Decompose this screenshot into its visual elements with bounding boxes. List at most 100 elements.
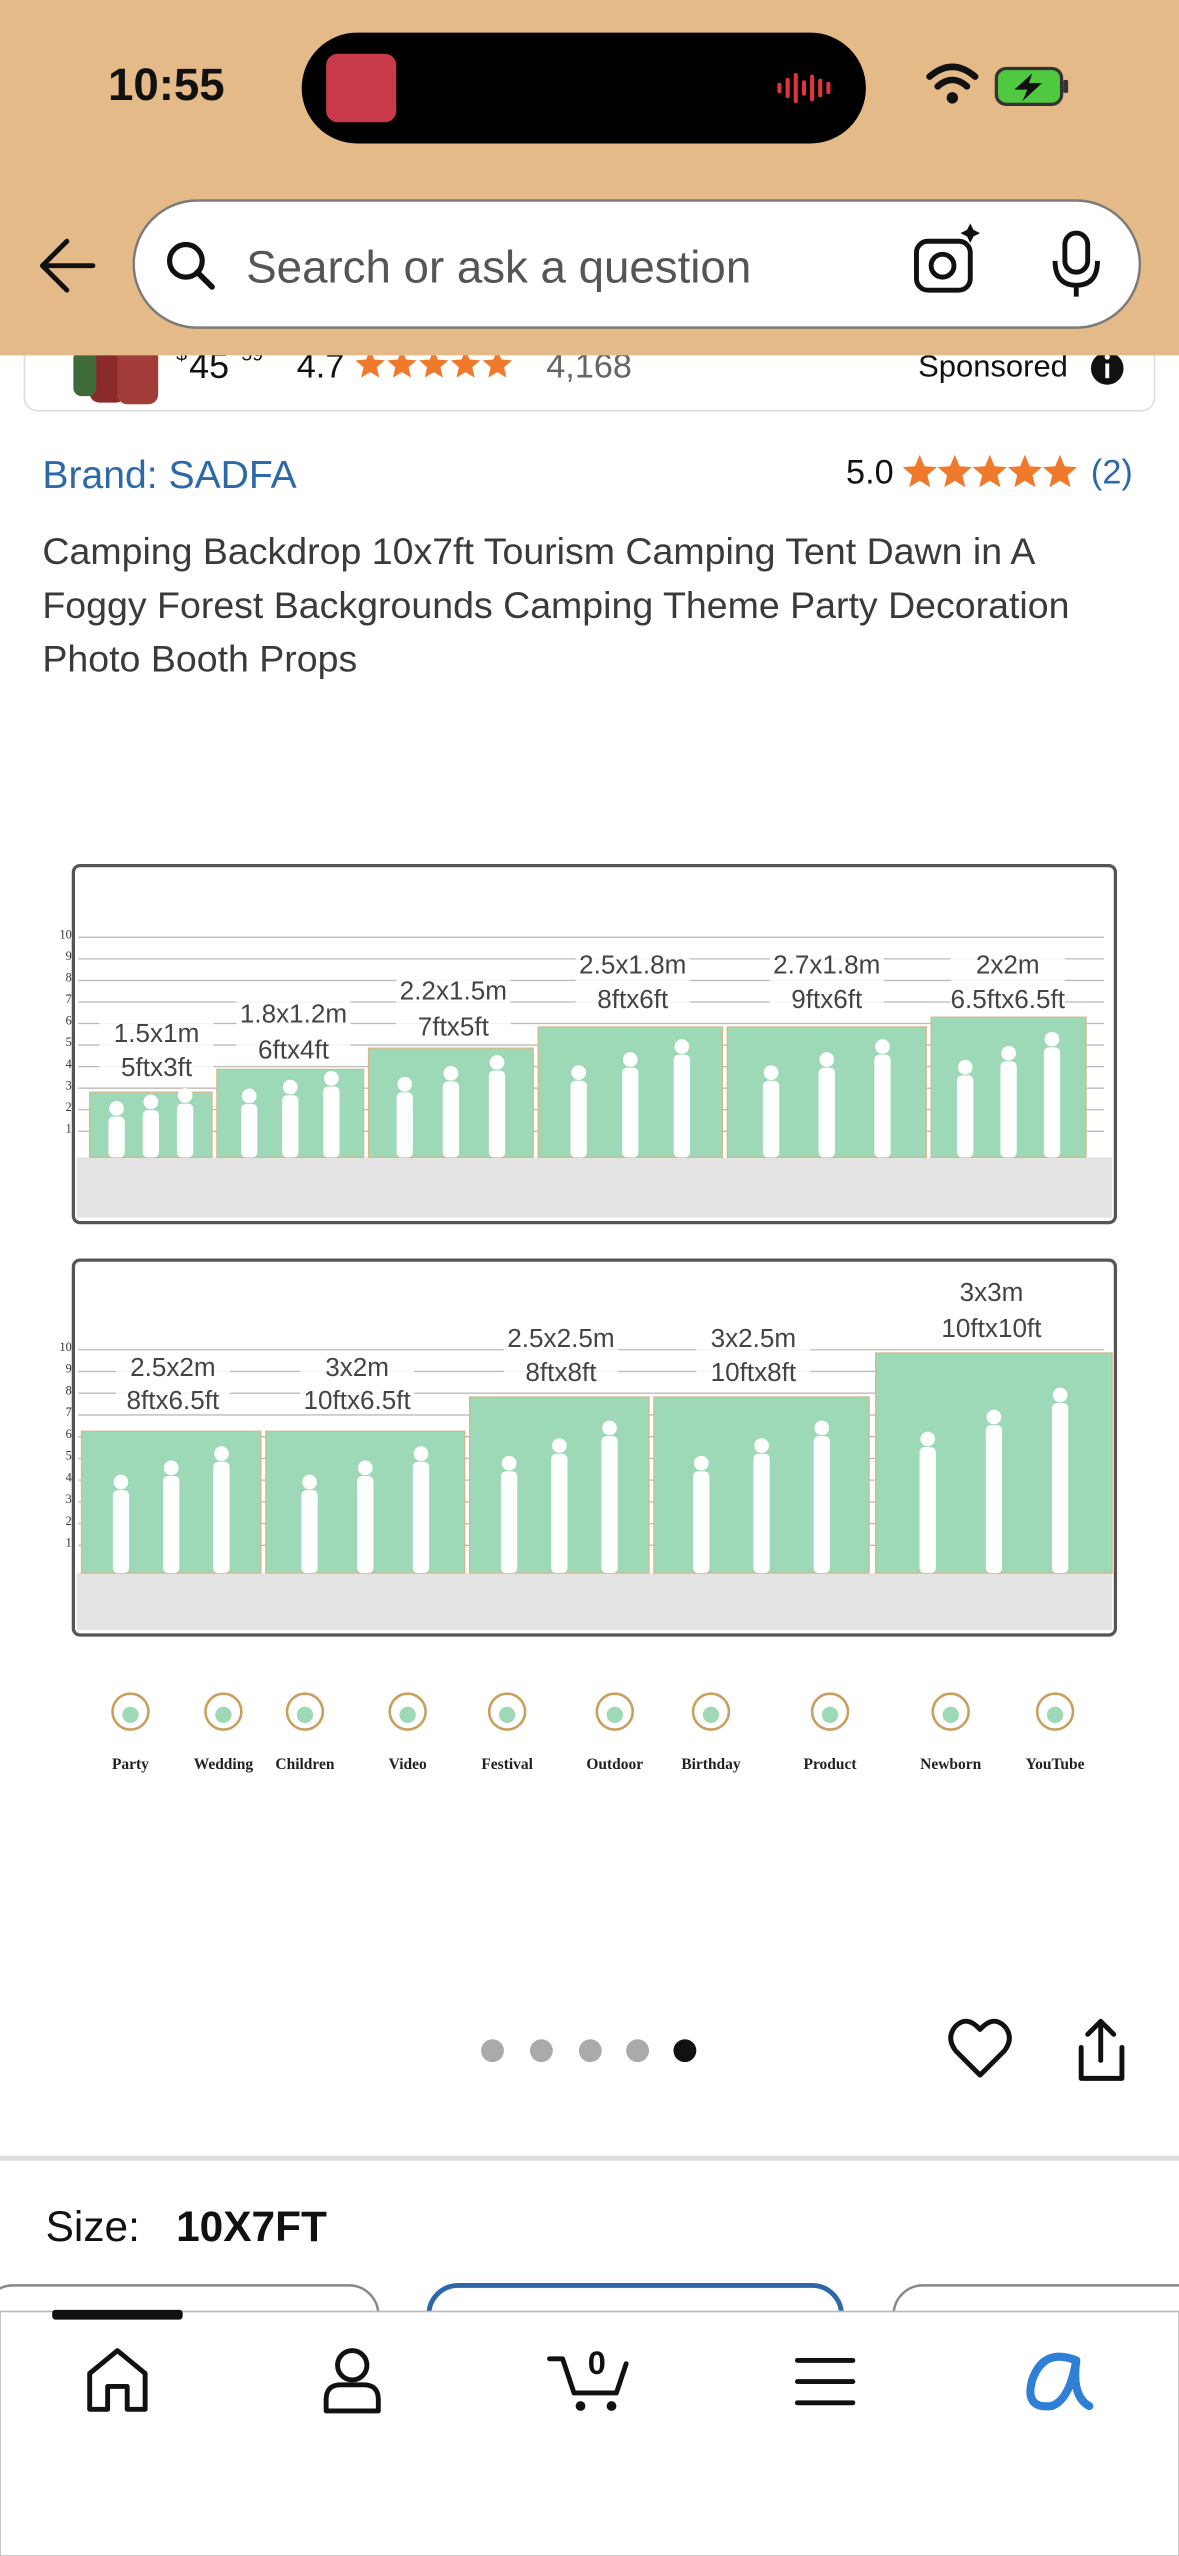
- label-bg: [236, 1000, 351, 1060]
- wishlist-button[interactable]: [948, 2018, 1012, 2078]
- silhouette: [442, 1081, 460, 1158]
- use-icon: [595, 1692, 635, 1731]
- use-icon: [285, 1692, 325, 1731]
- silhouette: [762, 1080, 780, 1158]
- use-icon: [691, 1692, 731, 1731]
- status-time: 10:55: [108, 59, 225, 110]
- silhouette: [396, 1092, 413, 1158]
- size-imperial: 8ftx8ft: [525, 1357, 597, 1387]
- ruler-number: 6: [66, 1014, 72, 1028]
- silhouette: [176, 1103, 194, 1158]
- silhouette: [112, 1490, 130, 1574]
- label-bg: [575, 951, 690, 1011]
- bottom-nav: 0: [0, 2309, 1179, 2556]
- ruler-number: 4: [66, 1057, 72, 1071]
- nav-account[interactable]: [323, 2382, 381, 2414]
- silhouette: [323, 1086, 340, 1158]
- silhouette: [113, 1474, 129, 1490]
- use-icon: [122, 1706, 139, 1724]
- back-button[interactable]: [39, 238, 96, 293]
- thumbnail: [73, 350, 97, 397]
- use-case: Product: [804, 1692, 857, 1773]
- product-rating[interactable]: 5.0 (2): [846, 453, 1133, 491]
- silhouette: [919, 1447, 936, 1574]
- ruler-number: 4: [66, 1470, 72, 1484]
- silhouette: [957, 1075, 974, 1158]
- review-count: (2): [1091, 453, 1133, 491]
- star-icon: [419, 349, 449, 378]
- brand-link[interactable]: Brand: SADFA: [42, 454, 297, 497]
- silhouette: [1000, 1061, 1017, 1158]
- size-panel: 1 2 3 4 5 6 7 8 9 10 1.5x1m 5ftx3ft 1.8x1.2m 6ftx4ft 2…: [60, 863, 1118, 1225]
- carousel-dot[interactable]: [673, 2039, 697, 2063]
- label-bg: [300, 1354, 415, 1414]
- use-label: Video: [389, 1756, 427, 1773]
- carousel-dot[interactable]: [578, 2039, 602, 2063]
- rating-value: 5.0: [846, 453, 894, 491]
- nav-cart-wheel: [575, 2401, 586, 2411]
- use-case: Newborn: [920, 1692, 982, 1773]
- search-placeholder: Search or ask a question: [246, 242, 751, 293]
- star-icon: [482, 349, 513, 378]
- silhouette: [177, 1088, 193, 1103]
- silhouette: [413, 1446, 429, 1461]
- silhouette: [282, 1095, 299, 1158]
- size-imperial: 8ftx6.5ft: [126, 1385, 220, 1415]
- use-icon: [204, 1692, 243, 1731]
- use-case: Video: [388, 1692, 427, 1773]
- silhouette: [622, 1052, 638, 1067]
- share-button[interactable]: [1078, 2018, 1125, 2081]
- use-case: Outdoor: [586, 1692, 643, 1773]
- star-icon: [937, 454, 972, 488]
- label-bg: [696, 1325, 811, 1384]
- silhouette: [674, 1039, 690, 1054]
- label-bg: [769, 951, 884, 1011]
- size-imperial: 6ftx4ft: [258, 1034, 330, 1064]
- silhouette: [1001, 1045, 1016, 1061]
- use-icon: [942, 1706, 959, 1724]
- carousel-dot[interactable]: [626, 2039, 650, 2063]
- silhouette: [986, 1409, 1002, 1425]
- ruler-number: 7: [66, 1405, 72, 1419]
- silhouette: [108, 1116, 125, 1158]
- silhouette: [570, 1080, 587, 1158]
- use-icon: [1046, 1706, 1064, 1724]
- use-icon: [810, 1692, 850, 1731]
- size-imperial: 10ftx6.5ft: [303, 1385, 411, 1415]
- nav-assistant[interactable]: [1026, 2352, 1094, 2411]
- search-bar[interactable]: Search or ask a question: [132, 199, 1142, 329]
- product-image[interactable]: About Size123456789101.5x1m5ftx3ft1.8x1.…: [60, 862, 1118, 1773]
- cart-count: 0: [588, 2344, 606, 2381]
- label-bg: [503, 1325, 619, 1384]
- star-icon: [387, 349, 417, 378]
- use-case: YouTube: [1026, 1692, 1085, 1773]
- battery-tip: [1063, 79, 1069, 93]
- nav-home[interactable]: [87, 2348, 148, 2412]
- size-metric: 3x2m: [325, 1352, 389, 1382]
- size-metric: 2.5x2m: [130, 1352, 216, 1382]
- ruler-number: 8: [66, 1383, 72, 1397]
- silhouette: [109, 1101, 124, 1116]
- nav-cart[interactable]: [547, 2356, 629, 2396]
- use-case: Party: [111, 1692, 150, 1773]
- carousel-dot[interactable]: [481, 2039, 504, 2063]
- star-icon: [1007, 454, 1042, 488]
- size-imperial: 9ftx6ft: [791, 984, 863, 1014]
- use-case: Birthday: [681, 1692, 741, 1773]
- silhouette: [357, 1475, 374, 1574]
- ruler-number: 2: [66, 1100, 72, 1114]
- ruler-number: 10: [60, 927, 72, 941]
- star-icon: [355, 349, 385, 378]
- nav-account[interactable]: [335, 2348, 370, 2383]
- use-label: Children: [275, 1756, 334, 1773]
- size-label: Size:: [46, 2203, 140, 2250]
- carousel-dot[interactable]: [529, 2039, 553, 2063]
- label-bg: [934, 1279, 1049, 1339]
- silhouette: [1044, 1031, 1060, 1047]
- silhouette: [1043, 1047, 1061, 1158]
- silhouette: [324, 1070, 339, 1086]
- silhouette: [501, 1455, 517, 1471]
- size-metric: 1.8x1.2m: [240, 998, 347, 1028]
- label-bg: [950, 951, 1065, 1011]
- use-label: YouTube: [1026, 1756, 1085, 1773]
